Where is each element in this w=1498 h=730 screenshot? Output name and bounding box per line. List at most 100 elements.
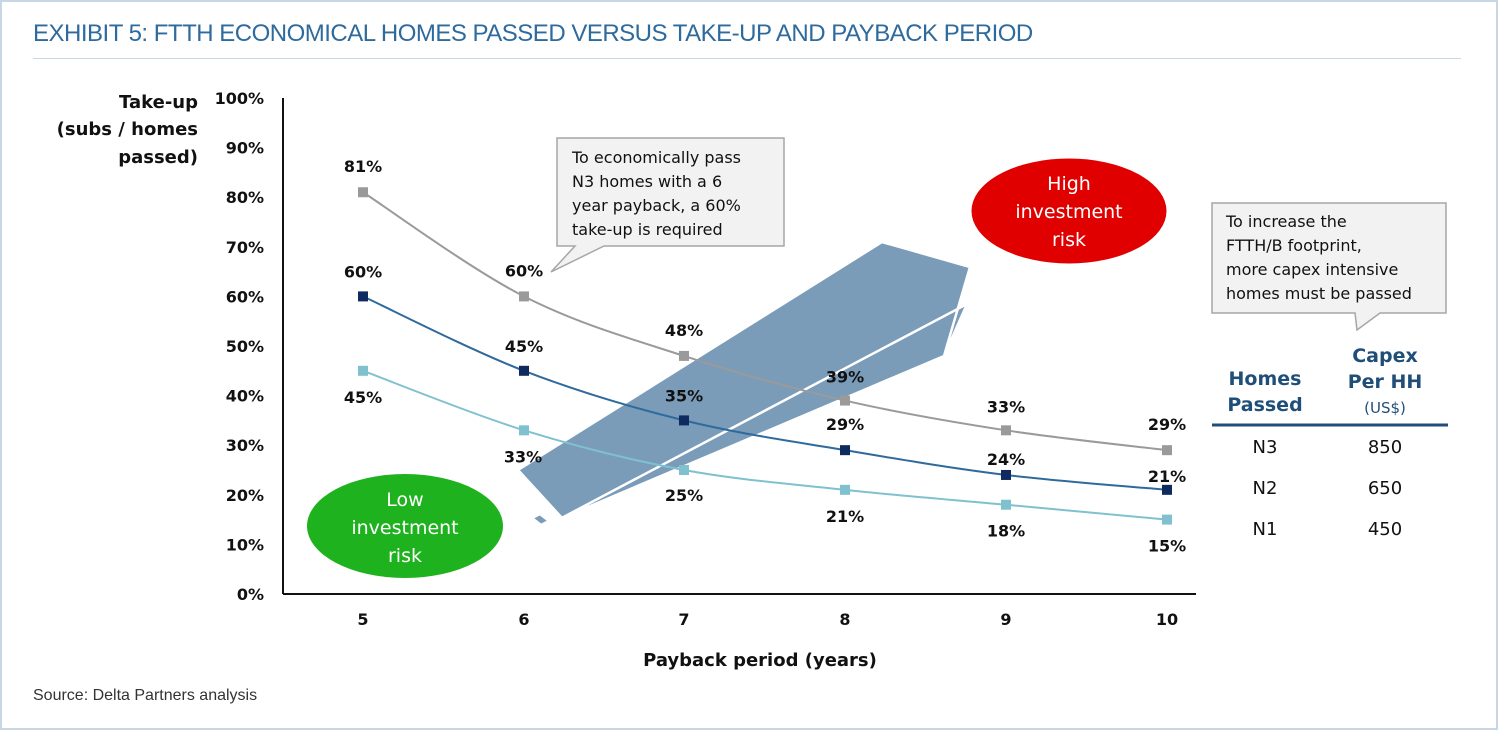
callout-top-text: year payback, a 60% [572, 196, 741, 215]
x-tick-label: 5 [357, 610, 368, 629]
low-risk-label: Low [386, 489, 423, 511]
table-header-unit: (US$) [1364, 399, 1406, 417]
callout-right-box [1211, 202, 1447, 332]
data-point [358, 187, 368, 198]
y-tick-label: 100% [215, 89, 264, 108]
data-label: 45% [344, 388, 382, 407]
data-point [840, 484, 850, 495]
data-label: 21% [1148, 467, 1186, 486]
callouts: To economically pass N3 homes with a 6 yea… [550, 137, 1447, 332]
chart-axes [282, 98, 1196, 595]
callout-top-text: N3 homes with a 6 [572, 172, 722, 191]
series-markers [358, 187, 1172, 525]
data-label: 25% [665, 486, 703, 505]
data-label: 45% [505, 337, 543, 356]
table-header-capex: Per HH [1348, 371, 1423, 393]
data-label: 48% [665, 321, 703, 340]
table-cell-homes: N3 [1253, 437, 1278, 458]
high-risk-label: risk [1052, 229, 1086, 251]
x-tick-label: 10 [1156, 610, 1178, 629]
low-risk-ellipse [307, 474, 503, 578]
data-point [1162, 484, 1172, 495]
callout-right-text: FTTH/B footprint, [1226, 236, 1362, 255]
data-label: 18% [987, 522, 1025, 541]
y-tick-label: 30% [226, 436, 264, 455]
y-axis-label-line: passed) [118, 147, 198, 168]
source-note: Source: Delta Partners analysis [33, 687, 258, 704]
y-tick-label: 10% [226, 535, 264, 554]
callout-right-text: homes must be passed [1226, 284, 1412, 303]
callout-top-box [550, 137, 785, 273]
low-risk-label: risk [388, 545, 422, 567]
data-label: 60% [344, 262, 382, 281]
high-risk-label: investment [1015, 201, 1122, 223]
y-axis-label-line: Take-up [119, 92, 198, 113]
table-cell-capex: 850 [1368, 437, 1402, 458]
table-header-homes: Passed [1227, 394, 1302, 416]
series-line [362, 295, 1168, 491]
table-cell-capex: 650 [1368, 478, 1402, 499]
table-cell-capex: 450 [1368, 519, 1402, 540]
y-tick-label: 20% [226, 486, 264, 505]
data-label: 15% [1148, 537, 1186, 556]
callout-top-text: take-up is required [572, 220, 723, 239]
exhibit-title: EXHIBIT 5: FTTH ECONOMICAL HOMES PASSED … [33, 20, 1033, 47]
data-label: 29% [1148, 415, 1186, 434]
series-line [362, 191, 1168, 452]
x-axis-label: Payback period (years) [643, 650, 877, 671]
risk-annotations: High investment risk Low investment risk [307, 157, 1168, 578]
data-point [1162, 514, 1172, 525]
callout-right-text: To increase the [1225, 212, 1347, 231]
x-tick-labels: 5 6 7 8 9 10 [357, 610, 1178, 629]
y-tick-label: 80% [226, 188, 264, 207]
data-label: 24% [987, 450, 1025, 469]
data-point [1001, 469, 1011, 480]
y-tick-labels: 0% 10% 20% 30% 40% 50% 60% 70% 80% 90% 100% [215, 89, 264, 604]
data-point [519, 425, 529, 436]
y-tick-label: 60% [226, 287, 264, 306]
table-cell-homes: N1 [1253, 519, 1278, 540]
x-tick-label: 7 [678, 610, 689, 629]
risk-arrow [516, 240, 972, 528]
data-label: 33% [987, 397, 1025, 416]
x-tick-label: 8 [839, 610, 850, 629]
y-tick-label: 70% [226, 238, 264, 257]
y-tick-label: 0% [237, 585, 264, 604]
data-point [679, 465, 689, 475]
y-axis-label: Take-up (subs / homes passed) [57, 92, 198, 168]
data-label: 35% [665, 386, 703, 405]
data-point [1001, 425, 1011, 436]
table-cell-homes: N2 [1253, 478, 1278, 499]
data-point [1162, 445, 1172, 456]
data-label: 29% [826, 415, 864, 434]
data-label: 33% [504, 447, 542, 466]
y-tick-label: 40% [226, 387, 264, 406]
data-label: 39% [826, 368, 864, 387]
data-point [1001, 499, 1011, 510]
table-header-homes: Homes [1229, 368, 1302, 390]
x-tick-label: 9 [1000, 610, 1011, 629]
data-point [840, 395, 850, 406]
data-point [840, 445, 850, 456]
y-tick-label: 90% [226, 139, 264, 158]
data-point [519, 365, 529, 376]
data-label: 21% [826, 507, 864, 526]
title-divider [33, 58, 1461, 59]
data-point [679, 350, 689, 361]
data-point [358, 291, 368, 302]
data-point [679, 415, 689, 426]
low-risk-label: investment [351, 517, 458, 539]
data-point [358, 365, 368, 376]
high-risk-label: High [1047, 173, 1091, 195]
y-tick-label: 50% [226, 337, 264, 356]
callout-top-text: To economically pass [571, 148, 741, 167]
y-axis-label-line: (subs / homes [57, 119, 198, 140]
table-header-capex: Capex [1352, 345, 1418, 367]
data-label: 60% [505, 261, 543, 280]
capex-table: Homes Passed Capex Per HH (US$) N3 850 N2 650 N1 4… [1212, 345, 1448, 540]
series-lines [362, 191, 1168, 521]
high-risk-ellipse [970, 157, 1168, 265]
data-labels: 81% 60% 48% 39% 33% 29% 60% 45% 35% 29% 24% 21% 45% 3… [344, 157, 1186, 555]
data-point [519, 291, 529, 302]
